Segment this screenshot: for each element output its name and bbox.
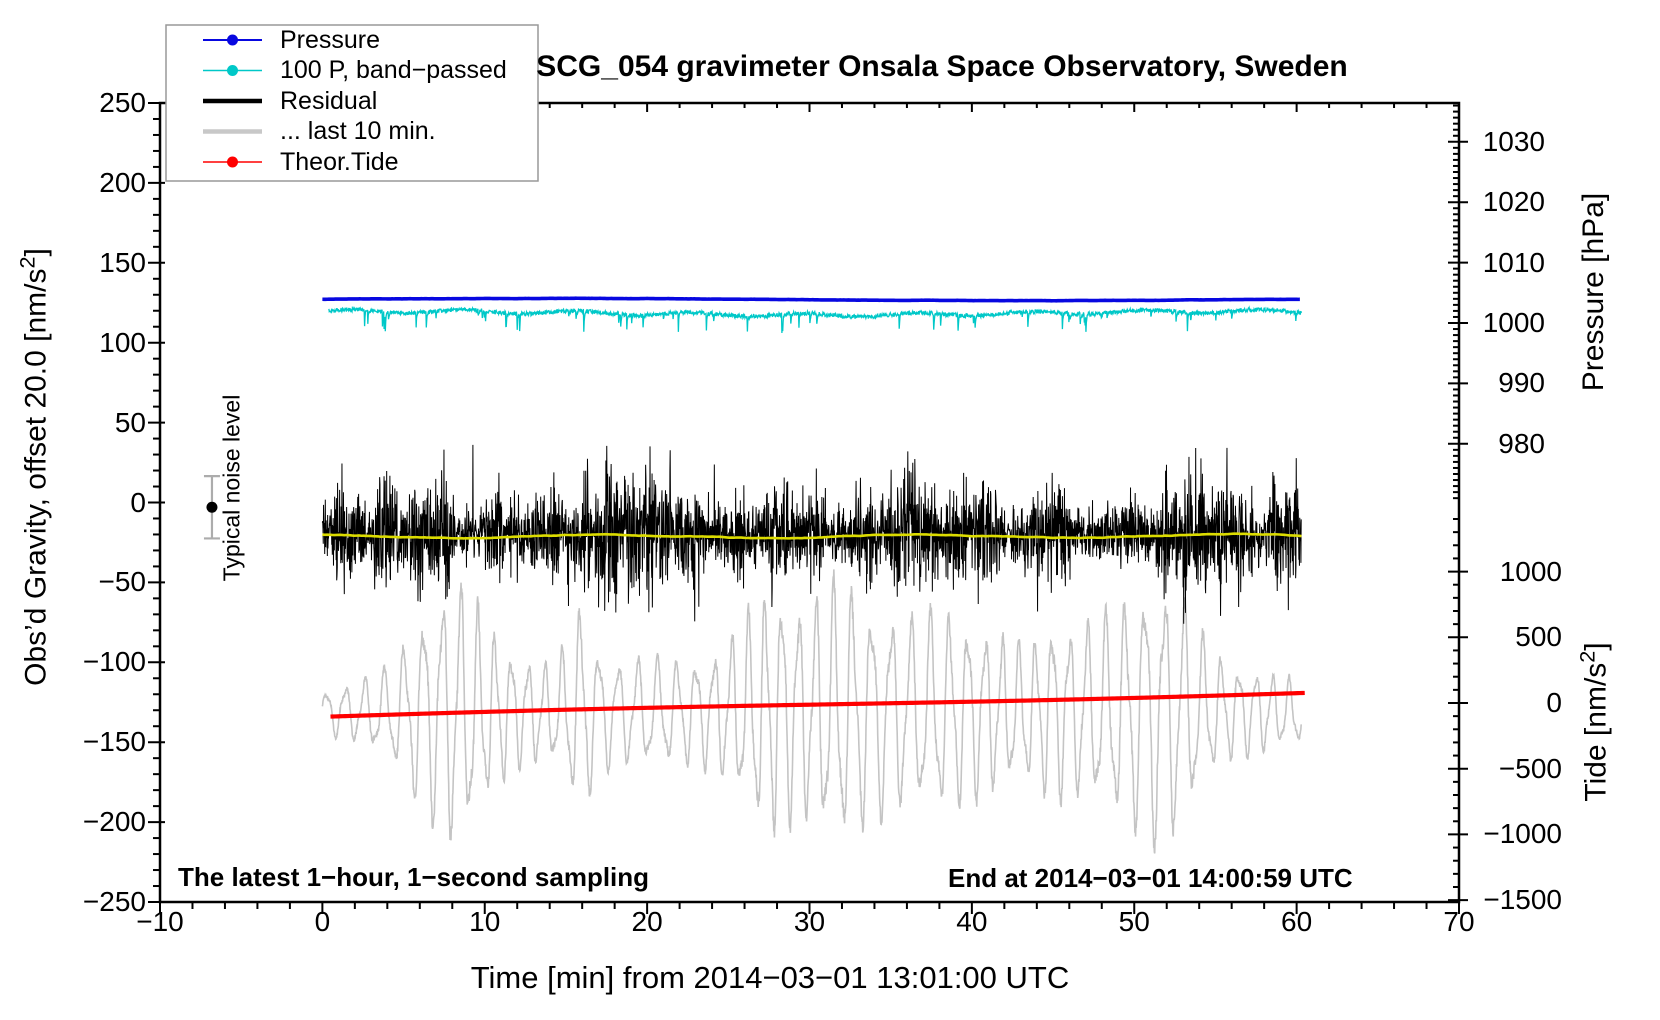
- gravity-tick-label: −250: [82, 886, 146, 917]
- x-axis-title: Time [min] from 2014−03−01 13:01:00 UTC: [470, 960, 1070, 995]
- gravity-tick-label: 0: [130, 486, 146, 518]
- gravity-tick-label: 200: [99, 166, 146, 198]
- pressure-tick-label: 1020: [1482, 186, 1545, 218]
- legend-sample-dot: [227, 34, 238, 46]
- series-pressure: [322, 296, 1300, 303]
- tide-tick-label: 0: [1546, 687, 1562, 718]
- series-last10: [321, 569, 1302, 854]
- gravity-tick-label: −150: [82, 726, 146, 758]
- tide-tick-label: 500: [1515, 621, 1562, 653]
- legend-label-residual: Residual: [280, 87, 378, 115]
- x-tick-label: 10: [469, 906, 501, 937]
- series-tide: [330, 690, 1305, 719]
- x-tick-label: 30: [793, 906, 826, 937]
- legend-label-pressure: Pressure: [280, 26, 381, 54]
- tide-tick-label: −500: [1498, 752, 1562, 784]
- end-time-note: End at 2014−03−01 14:00:59 UTC: [948, 863, 1353, 893]
- noise-level-label: Typical noise level: [218, 394, 245, 582]
- gravity-tick-label: −200: [82, 806, 146, 838]
- legend-sample-dot: [227, 156, 238, 168]
- sampling-note: The latest 1−hour, 1−second sampling: [178, 862, 650, 892]
- tide-axis-title-close: ]: [1579, 642, 1613, 651]
- tide-tick-label: −1000: [1483, 818, 1562, 850]
- legend-label-theortide: Theor.Tide: [280, 148, 399, 176]
- pressure-axis-title: Pressure [hPa]: [1577, 192, 1610, 392]
- tide-axis-title-text: Tide [nm/s: [1579, 662, 1613, 802]
- gravity-tick-label: 50: [114, 406, 146, 438]
- pressure-tick-label: 1030: [1482, 125, 1545, 157]
- gravity-tick-label: 150: [99, 246, 146, 278]
- legend-label-bandpassed: 100 P, band−passed: [280, 56, 507, 84]
- tide-tick-label: −1500: [1483, 884, 1562, 916]
- series-residual: [321, 444, 1302, 624]
- pressure-tick-label: 980: [1498, 427, 1545, 459]
- x-tick-label: 70: [1443, 906, 1475, 937]
- noise-marker-dot: [206, 501, 218, 513]
- tide-axis-title-sup: 2: [1574, 650, 1600, 663]
- series-bandpassed: [328, 305, 1303, 334]
- series-smoothed: [322, 532, 1302, 540]
- left-axis-title: Obs’d Gravity, offset 20.0 [nm/s2]: [15, 248, 54, 686]
- x-tick-label: 40: [956, 906, 988, 937]
- chart-title: SCG_054 gravimeter Onsala Space Observat…: [536, 50, 1348, 83]
- gravity-tick-label: −100: [82, 646, 146, 678]
- x-tick-label: 20: [631, 906, 663, 937]
- pressure-tick-label: 1000: [1482, 307, 1545, 338]
- gravity-tick-label: 250: [99, 87, 146, 118]
- gravity-tick-label: 100: [99, 326, 146, 358]
- legend-label-last10min: ... last 10 min.: [280, 117, 436, 145]
- x-tick-label: −10: [136, 906, 184, 937]
- tide-tick-label: 1000: [1499, 555, 1562, 587]
- pressure-tick-label: 1010: [1482, 246, 1545, 278]
- tide-axis-title: Tide [nm/s2]: [1575, 642, 1614, 801]
- x-tick-label: 0: [314, 906, 331, 937]
- x-tick-label: 60: [1281, 906, 1313, 937]
- gravity-tick-label: −50: [98, 566, 147, 598]
- legend-sample-dot: [227, 65, 238, 76]
- x-tick-label: 50: [1118, 906, 1150, 937]
- pressure-tick-label: 990: [1498, 367, 1545, 399]
